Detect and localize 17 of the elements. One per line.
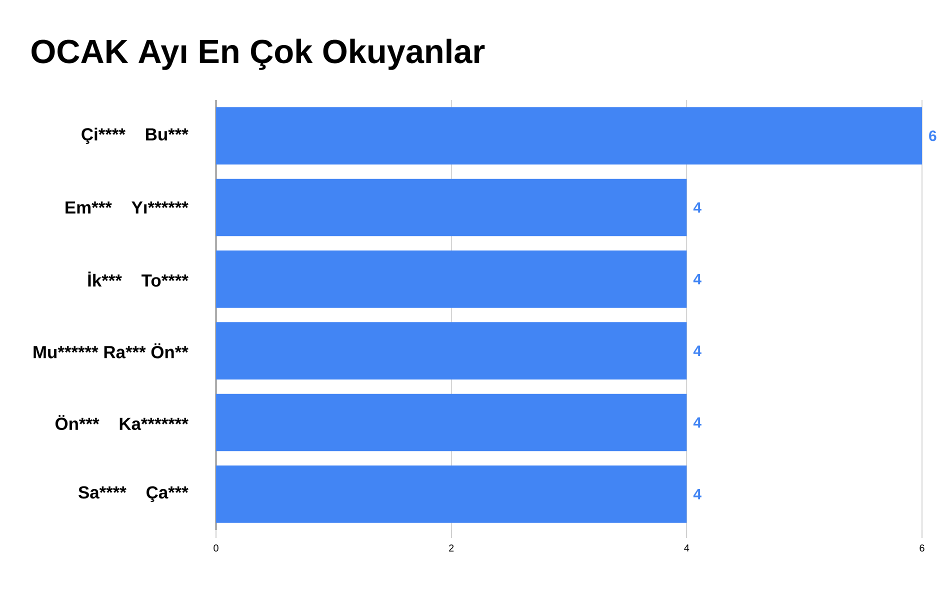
y-tick-label: Çi**** Bu*** <box>82 128 188 144</box>
y-tick-label: Em*** Yı****** <box>66 201 188 214</box>
y-tick-label: İk*** To**** <box>88 272 188 287</box>
x-tick-label: 6 <box>920 544 924 552</box>
data-label: 6 <box>929 130 936 142</box>
data-label: 4 <box>693 489 702 500</box>
y-tick-label: Sa**** Ça*** <box>78 486 188 502</box>
data-label: 4 <box>693 274 702 284</box>
data-label: 4 <box>693 417 702 428</box>
chart-title: OCAK Ayı En Çok Okuyanlar <box>32 38 485 70</box>
data-label: 4 <box>693 202 702 213</box>
y-tick-label: Ön*** Ka******* <box>55 414 188 430</box>
data-label: 4 <box>693 346 702 356</box>
x-tick-label: 2 <box>449 544 454 552</box>
x-tick-label: 4 <box>684 544 690 552</box>
x-tick-label: 0 <box>214 544 218 552</box>
y-tick-label: Mu****** Ra*** Ön** <box>34 343 188 358</box>
